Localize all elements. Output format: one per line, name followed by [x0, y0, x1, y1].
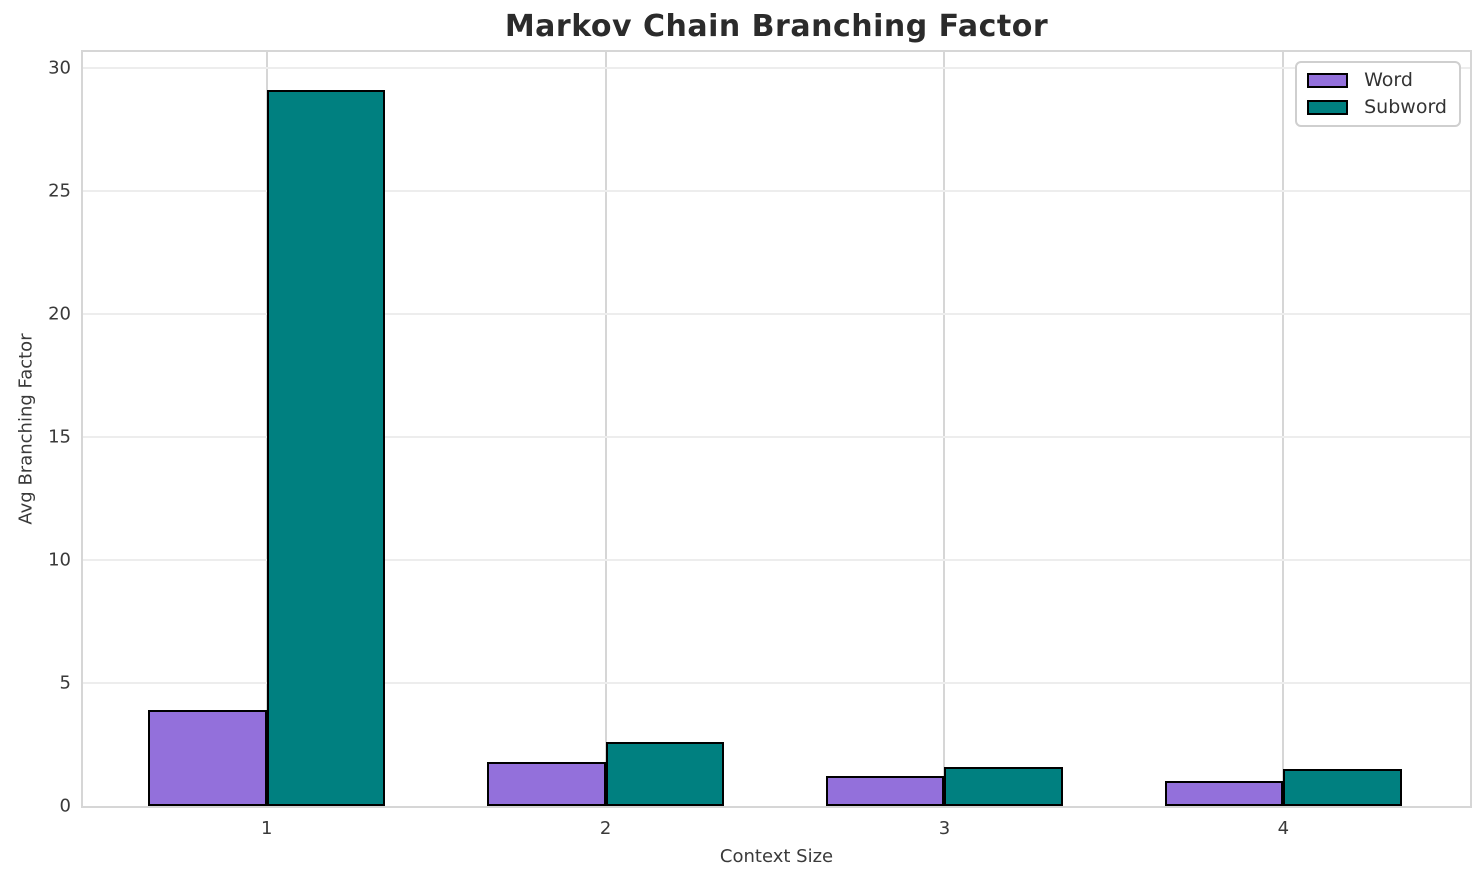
y-tick-label: 5	[59, 672, 71, 694]
bar-subword-context-1	[266, 89, 386, 806]
legend-swatch-word	[1307, 73, 1349, 88]
y-tick-label: 10	[48, 549, 71, 571]
bar-subword-context-3	[944, 766, 1064, 806]
legend: Word Subword	[1295, 61, 1461, 127]
vertical-gridline	[604, 52, 607, 806]
legend-item: Subword	[1307, 98, 1447, 117]
y-tick-label: 20	[48, 303, 71, 325]
plot-area: Word Subword	[81, 50, 1472, 808]
y-tick-label: 30	[48, 57, 71, 78]
bar-word-context-1	[148, 710, 267, 806]
legend-label: Subword	[1364, 96, 1447, 118]
y-tick-label: 25	[48, 180, 71, 202]
legend-item: Word	[1307, 71, 1447, 90]
x-tick-label: 1	[260, 818, 273, 839]
horizontal-gridline	[83, 558, 1470, 561]
bar-word-context-3	[825, 776, 945, 806]
horizontal-gridline	[83, 681, 1470, 684]
vertical-gridline	[1282, 52, 1285, 806]
y-tick-label: 15	[48, 426, 71, 448]
horizontal-gridline	[83, 66, 1470, 69]
x-tick-label: 4	[1277, 818, 1290, 839]
horizontal-gridline	[83, 435, 1470, 438]
horizontal-gridline	[83, 189, 1470, 192]
legend-label: Word	[1364, 69, 1413, 91]
bar-subword-context-4	[1283, 769, 1402, 806]
x-axis-label: Context Size	[719, 846, 834, 867]
bar-word-context-4	[1164, 781, 1284, 806]
y-tick-label: 0	[59, 795, 71, 817]
bar-word-context-2	[486, 761, 606, 806]
vertical-gridline	[943, 52, 946, 806]
chart-title: Markov Chain Branching Factor	[504, 9, 1049, 44]
bar-subword-context-2	[605, 742, 725, 806]
horizontal-gridline	[83, 312, 1470, 315]
legend-swatch-subword	[1307, 100, 1349, 115]
x-tick-label: 2	[599, 818, 612, 839]
x-tick-label: 3	[938, 818, 951, 839]
